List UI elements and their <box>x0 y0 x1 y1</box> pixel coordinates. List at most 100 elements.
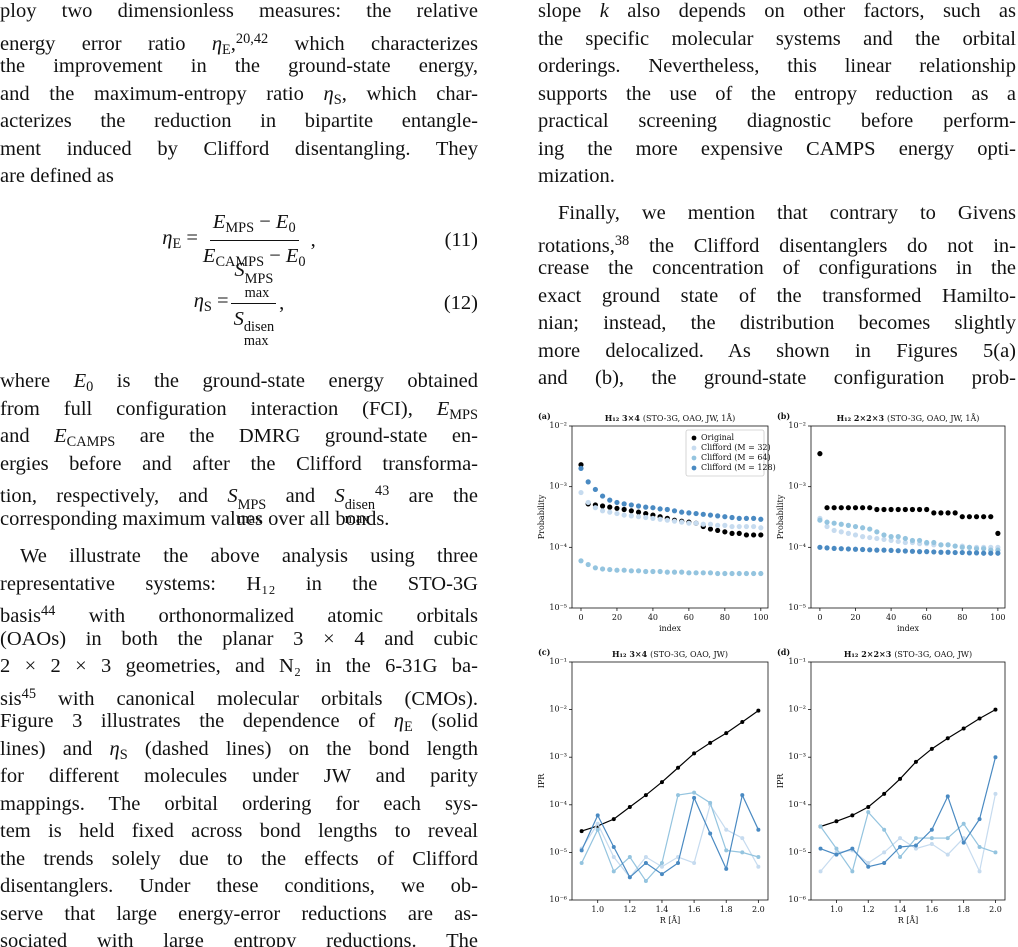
text-run: mappings. The orbital ordering for each … <box>0 792 478 815</box>
text-line: orderings. Nevertheless, this linear rel… <box>538 53 1016 81</box>
subscript: 0 <box>86 379 94 396</box>
point <box>888 537 894 544</box>
symbol: E <box>436 397 450 420</box>
marker <box>676 860 681 865</box>
x-tick-label: 1.4 <box>656 905 669 914</box>
text-run: and (b), the ground-state configuration … <box>538 367 1016 390</box>
plot-area <box>817 451 1001 556</box>
text-line: sociated with large entropy reductions. … <box>0 928 478 947</box>
point <box>607 566 613 573</box>
text-run: the Clifford disentanglers do not in- <box>629 234 1016 257</box>
point <box>758 525 764 531</box>
subplot-title: H₁₂ 2×2×3 (STO-3G, OAO, JW) <box>844 649 972 659</box>
point <box>959 549 965 556</box>
line-content: for different molecules under JW and par… <box>0 765 478 787</box>
superscript: 20,42 <box>235 30 269 47</box>
x-tick-label: 40 <box>886 613 896 622</box>
text-run: sociated with large entropy reductions. … <box>0 930 478 947</box>
equation-lhs: ηS = <box>194 290 229 316</box>
marker <box>977 716 982 721</box>
superscript: 45 <box>21 685 36 702</box>
marker <box>818 869 823 874</box>
point <box>664 569 670 575</box>
point <box>635 568 642 574</box>
line-content: the specific molecular systems and the o… <box>538 28 1016 50</box>
text-line: ing the more expensive CAMPS energy opti… <box>538 136 1016 164</box>
point <box>845 522 851 528</box>
marker <box>756 827 761 832</box>
point <box>945 510 951 516</box>
script-stack: disen max <box>244 320 274 349</box>
superscript: 44 <box>41 603 56 620</box>
text-run: slope <box>538 0 600 23</box>
text-line: nian; instead, the distribution becomes … <box>538 310 1016 338</box>
point <box>824 505 830 511</box>
point <box>650 505 656 511</box>
line-content: ploy two dimensionless measures: the rel… <box>0 0 478 22</box>
point <box>831 520 837 526</box>
subplot: (a) H₁₂ 3×4 (STO-3G, OAO, JW, 1Å) 10⁻⁵ 10⁻⁴ 1… <box>537 411 776 633</box>
point <box>643 510 649 517</box>
math-term: 43 <box>375 483 389 507</box>
point <box>881 532 887 538</box>
text-run: disentanglers. Under these conditions, w… <box>0 875 478 898</box>
marker <box>643 855 648 860</box>
point <box>938 549 944 555</box>
marker <box>724 731 729 736</box>
text-line: acterizes the reduction in bipartite ent… <box>0 108 478 136</box>
point <box>607 504 613 510</box>
subscript: max <box>344 511 370 528</box>
math-term: 20,42 <box>235 30 269 55</box>
point <box>614 505 620 511</box>
marker <box>708 800 713 805</box>
marker <box>929 842 934 847</box>
line-content: ergies before and after the Clifford tra… <box>0 453 478 475</box>
point <box>973 514 980 520</box>
marker <box>961 821 966 826</box>
point <box>614 499 620 506</box>
point <box>743 532 750 538</box>
point <box>686 520 692 526</box>
point <box>817 517 823 523</box>
marker <box>627 855 632 860</box>
x-tick-label: 60 <box>922 613 932 622</box>
marker <box>692 860 697 865</box>
x-tick-label: 2.0 <box>989 905 1002 914</box>
text-run: are the DMRG ground-state en- <box>115 425 478 448</box>
text-line: from full configuration interaction (FCI… <box>0 396 478 424</box>
legend-label: Clifford (M = 128) <box>701 463 776 472</box>
math-term: E0 <box>275 210 296 236</box>
symbol: η <box>393 710 404 733</box>
y-tick-label: 10⁻⁵ <box>788 847 806 856</box>
title-rest: (STO-3G, OAO, JW) <box>894 650 972 659</box>
point <box>700 511 706 517</box>
legend-marker <box>691 455 697 461</box>
math-term: ηE <box>393 710 413 735</box>
text-run: , which char- <box>341 82 478 105</box>
point <box>852 532 859 538</box>
equation: ηE = EMPS − E0 ECAMPS − E0, (11) <box>0 210 478 270</box>
text-run: where <box>0 370 74 393</box>
point <box>614 567 620 573</box>
point <box>693 510 699 517</box>
marker <box>676 765 681 770</box>
point <box>657 516 663 522</box>
point <box>707 512 714 518</box>
point <box>607 509 613 515</box>
text-line: basis44 with orthonormalized atomic orbi… <box>0 598 478 627</box>
line-content: exact ground state of the transformed Ha… <box>538 285 1016 307</box>
x-tick-label: 100 <box>753 613 768 622</box>
point <box>693 570 699 576</box>
point <box>824 523 830 530</box>
point <box>981 546 987 552</box>
text-run: Figure 3 illustrates the dependence of <box>0 710 394 733</box>
marker <box>643 793 648 798</box>
y-tick-label: 10⁻¹ <box>788 657 806 666</box>
symbol: E <box>275 210 289 233</box>
text-line: practical screening diagnostic before pe… <box>538 108 1016 136</box>
point <box>715 513 721 519</box>
title-bold: H₁₂ 2×2×3 <box>837 413 885 423</box>
point <box>995 550 1001 556</box>
